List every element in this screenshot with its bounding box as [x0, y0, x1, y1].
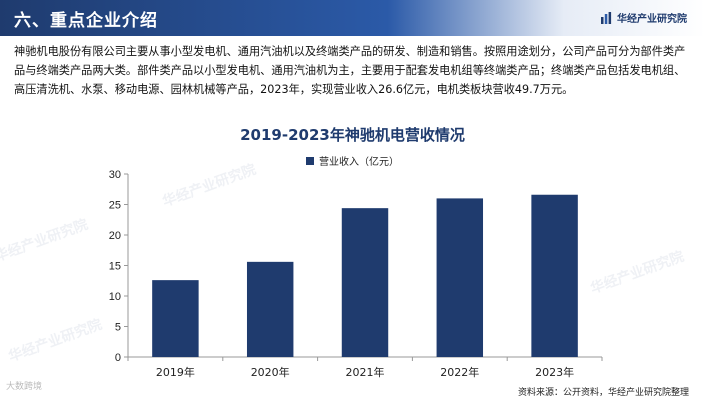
section-title: 六、重点企业介绍	[14, 11, 158, 31]
brand: 华经产业研究院	[600, 10, 687, 25]
chart-title: 2019-2023年神驰机电营收情况	[240, 126, 465, 144]
source-note: 资料来源：公开资料，华经产业研究院整理	[517, 388, 689, 398]
bar	[531, 194, 578, 357]
legend-label: 营业收入（亿元）	[319, 157, 399, 168]
x-tick-label: 2020年	[251, 365, 290, 379]
bar-chart-icon	[601, 11, 612, 24]
intro-paragraph: 神驰机电股份有限公司主要从事小型发电机、通用汽油机以及终端类产品的研发、制造和销…	[14, 45, 686, 96]
header-bar: 六、重点企业介绍 华经产业研究院	[0, 0, 705, 36]
y-tick-label: 30	[109, 169, 121, 181]
bar	[436, 198, 484, 357]
corner-logo-text: 大数跨境	[6, 382, 43, 392]
x-tick-label: 2021年	[346, 365, 385, 379]
bar	[341, 208, 389, 357]
brand-name: 华经产业研究院	[617, 14, 687, 25]
y-tick-label: 10	[109, 291, 121, 303]
x-tick-label: 2023年	[535, 365, 574, 379]
y-tick-label: 15	[109, 261, 121, 273]
y-tick-label: 25	[109, 200, 121, 212]
bar	[246, 261, 294, 357]
legend-swatch	[306, 156, 314, 165]
bar	[152, 280, 199, 357]
y-tick-label: 5	[115, 322, 121, 334]
corner-logo: 大数跨境	[6, 379, 42, 392]
x-tick-label: 2022年	[440, 365, 479, 379]
legend: 营业收入（亿元）	[0, 153, 705, 168]
x-tick-label: 2019年	[156, 365, 195, 379]
y-tick-label: 0	[115, 352, 121, 364]
y-tick-label: 20	[109, 230, 121, 242]
